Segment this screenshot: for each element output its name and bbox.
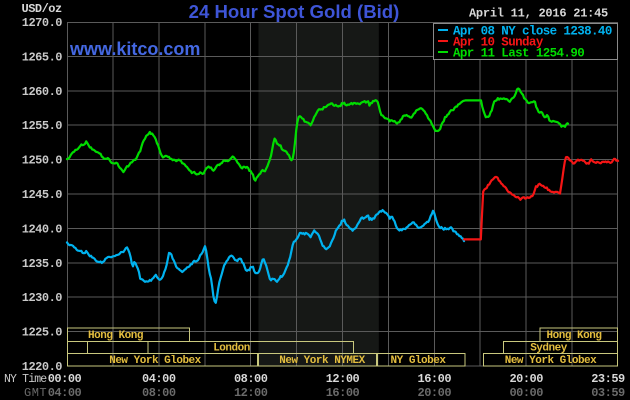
svg-text:USD/oz: USD/oz xyxy=(22,2,63,16)
svg-text:24 Hour Spot Gold (Bid): 24 Hour Spot Gold (Bid) xyxy=(189,1,400,22)
svg-text:08:00: 08:00 xyxy=(142,386,176,400)
svg-text:Apr 08 NY close 1238.40: Apr 08 NY close 1238.40 xyxy=(453,25,612,39)
svg-text:1225.0: 1225.0 xyxy=(22,326,63,340)
svg-text:1260.0: 1260.0 xyxy=(22,85,63,99)
svg-text:16:00: 16:00 xyxy=(326,386,360,400)
svg-text:London: London xyxy=(213,343,250,355)
svg-text:Apr 10 Sunday: Apr 10 Sunday xyxy=(453,36,544,50)
svg-text:1250.0: 1250.0 xyxy=(22,154,63,168)
svg-text:12:00: 12:00 xyxy=(234,386,268,400)
svg-text:GMT: GMT xyxy=(24,386,47,400)
svg-text:Apr 11 Last 1254.90: Apr 11 Last 1254.90 xyxy=(453,47,584,61)
svg-text:20:00: 20:00 xyxy=(509,372,543,386)
svg-text:1255.0: 1255.0 xyxy=(22,119,63,133)
svg-text:1230.0: 1230.0 xyxy=(22,291,63,305)
svg-text:04:00: 04:00 xyxy=(142,372,176,386)
svg-text:1265.0: 1265.0 xyxy=(22,50,63,64)
svg-text:Hong Kong: Hong Kong xyxy=(88,330,143,342)
svg-text:NY Time: NY Time xyxy=(4,373,47,386)
svg-text:03:59: 03:59 xyxy=(591,386,625,400)
svg-text:08:00: 08:00 xyxy=(234,372,268,386)
svg-text:20:00: 20:00 xyxy=(418,386,452,400)
svg-text:New York Globex: New York Globex xyxy=(505,355,597,367)
svg-text:1270.0: 1270.0 xyxy=(22,16,63,30)
svg-text:New York NYMEX: New York NYMEX xyxy=(279,355,365,367)
svg-text:1245.0: 1245.0 xyxy=(22,188,63,202)
svg-text:1220.0: 1220.0 xyxy=(22,360,63,374)
svg-text:23:59: 23:59 xyxy=(591,372,625,386)
svg-text:Sydney: Sydney xyxy=(530,343,568,355)
svg-text:1235.0: 1235.0 xyxy=(22,257,63,271)
svg-text:Hong Kong: Hong Kong xyxy=(547,330,602,342)
svg-text:00:00: 00:00 xyxy=(509,386,543,400)
svg-text:00:00: 00:00 xyxy=(48,372,82,386)
svg-text:April 11, 2016 21:45: April 11, 2016 21:45 xyxy=(469,7,608,21)
svg-text:NY Globex: NY Globex xyxy=(391,355,447,367)
svg-text:www.kitco.com: www.kitco.com xyxy=(69,39,200,59)
svg-text:04:00: 04:00 xyxy=(48,386,82,400)
svg-text:12:00: 12:00 xyxy=(326,372,360,386)
svg-text:16:00: 16:00 xyxy=(418,372,452,386)
svg-text:1240.0: 1240.0 xyxy=(22,222,63,236)
svg-text:New York Globex: New York Globex xyxy=(109,355,201,367)
